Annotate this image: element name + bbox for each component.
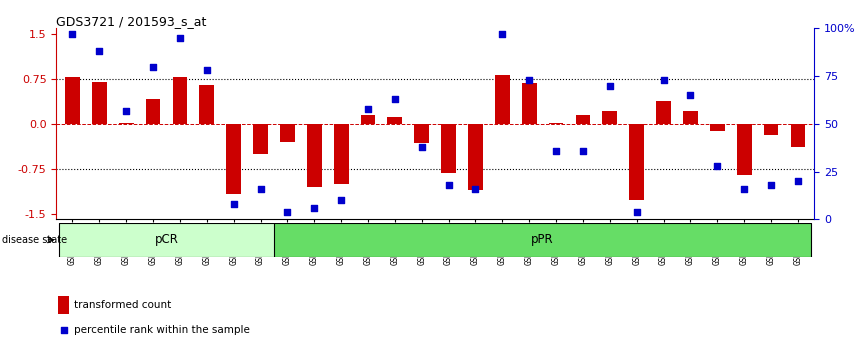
Point: [683, 92, 697, 98]
Bar: [199, 85, 214, 124]
Bar: [145, 99, 160, 124]
Point: [361, 106, 375, 112]
Bar: [92, 82, 107, 124]
Point: [791, 178, 805, 184]
Text: pPR: pPR: [532, 233, 554, 246]
Point: [764, 182, 778, 188]
Point: [254, 186, 268, 192]
Text: GDS3721 / 201593_s_at: GDS3721 / 201593_s_at: [56, 15, 207, 28]
Bar: [495, 75, 510, 124]
Bar: [441, 124, 456, 173]
Bar: [414, 124, 430, 143]
Bar: [469, 124, 483, 190]
Point: [388, 96, 402, 102]
Point: [603, 83, 617, 88]
Point: [576, 148, 590, 154]
Bar: [119, 123, 133, 124]
Point: [93, 48, 107, 54]
Bar: [576, 115, 591, 124]
Bar: [683, 111, 698, 124]
Point: [495, 31, 509, 37]
Point: [415, 144, 429, 150]
Text: disease state: disease state: [2, 235, 67, 245]
Point: [469, 186, 482, 192]
Bar: [253, 124, 268, 154]
Point: [57, 327, 71, 333]
Bar: [656, 101, 671, 124]
Bar: [333, 124, 348, 184]
Bar: [737, 124, 752, 175]
Point: [173, 35, 187, 41]
Bar: [280, 124, 294, 142]
Bar: [226, 124, 241, 194]
Point: [737, 186, 751, 192]
Bar: [522, 83, 537, 124]
Text: percentile rank within the sample: percentile rank within the sample: [74, 325, 250, 335]
Point: [307, 205, 321, 211]
Point: [227, 201, 241, 207]
Point: [281, 209, 294, 215]
Point: [66, 31, 80, 37]
Point: [120, 108, 133, 113]
Point: [146, 64, 160, 69]
Point: [630, 209, 643, 215]
Point: [549, 148, 563, 154]
Bar: [65, 77, 80, 124]
Bar: [549, 123, 564, 124]
Point: [442, 182, 456, 188]
Bar: [630, 124, 644, 200]
Text: transformed count: transformed count: [74, 300, 171, 310]
Bar: [360, 115, 375, 124]
Point: [200, 68, 214, 73]
Bar: [791, 124, 805, 147]
Bar: [307, 124, 321, 187]
Point: [522, 77, 536, 83]
Bar: [387, 117, 402, 124]
Bar: [172, 77, 187, 124]
Bar: [764, 124, 779, 135]
Bar: [59, 223, 274, 257]
Bar: [274, 223, 811, 257]
Bar: [710, 124, 725, 131]
Bar: [603, 111, 617, 124]
Text: pCR: pCR: [154, 233, 178, 246]
Point: [334, 198, 348, 203]
Point: [710, 163, 724, 169]
Bar: [58, 296, 69, 314]
Point: [656, 77, 670, 83]
